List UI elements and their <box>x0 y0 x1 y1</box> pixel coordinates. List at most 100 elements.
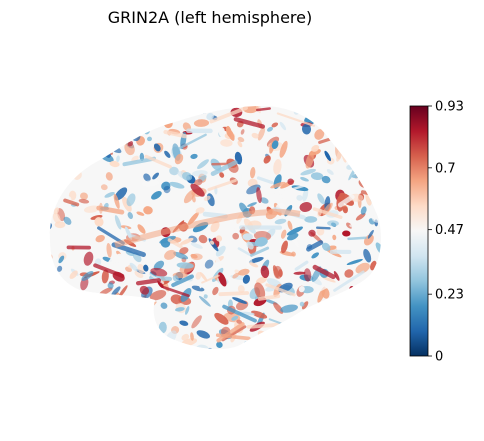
surface-patch <box>191 170 208 177</box>
surface-patch <box>107 253 122 265</box>
surface-patch <box>212 286 219 296</box>
surface-patch <box>287 106 296 109</box>
surface-patch <box>108 294 117 301</box>
surface-patch <box>63 216 72 225</box>
surface-patch <box>363 248 372 263</box>
surface-patch <box>301 301 309 310</box>
surface-patch <box>332 106 344 109</box>
surface-patch <box>347 337 355 347</box>
surface-patch <box>64 166 72 178</box>
surface-patch <box>280 229 287 239</box>
surface-patch <box>66 313 73 319</box>
surface-patch <box>317 286 326 303</box>
surface-patch <box>159 235 176 244</box>
surface-patch <box>57 135 63 140</box>
surface-patch <box>139 285 150 295</box>
surface-patch <box>199 295 211 307</box>
surface-patch <box>355 262 370 274</box>
surface-streak <box>69 312 93 324</box>
surface-patch <box>324 316 334 324</box>
surface-patch <box>121 128 135 140</box>
surface-patch <box>344 269 354 278</box>
surface-streak <box>222 304 257 323</box>
surface-patch <box>215 257 222 269</box>
surface-patch <box>121 323 132 334</box>
surface-patch <box>237 136 245 143</box>
surface-patch <box>75 320 85 330</box>
surface-patch <box>116 301 134 308</box>
surface-patch <box>363 169 372 175</box>
surface-patch <box>256 187 262 204</box>
surface-patch <box>227 129 235 141</box>
surface-patch <box>257 127 266 141</box>
surface-streak <box>348 113 366 123</box>
surface-patch <box>97 322 103 330</box>
surface-streak <box>280 194 297 203</box>
surface-patch <box>215 245 226 257</box>
surface-patch <box>316 227 325 236</box>
surface-patch <box>49 341 51 346</box>
surface-patch <box>152 172 160 180</box>
surface-patch <box>95 234 105 243</box>
surface-patch <box>312 321 317 326</box>
surface-streak <box>63 198 80 207</box>
surface-patch <box>71 334 83 347</box>
surface-patch <box>218 272 227 287</box>
surface-patch <box>377 154 382 165</box>
surface-streak <box>237 247 253 257</box>
surface-patch <box>164 150 171 158</box>
surface-patch <box>314 129 325 140</box>
surface-patch <box>81 124 88 130</box>
surface-patch <box>61 155 70 166</box>
surface-patch <box>300 177 309 182</box>
surface-patch <box>58 255 65 264</box>
surface-patch <box>182 172 193 181</box>
surface-patch <box>49 311 54 316</box>
surface-patch <box>64 296 74 307</box>
surface-patch <box>312 339 326 350</box>
surface-patch <box>370 123 382 134</box>
surface-patch <box>231 315 239 321</box>
surface-streak <box>89 136 107 147</box>
surface-patch <box>174 153 184 165</box>
surface-patch <box>373 106 382 113</box>
surface-patch <box>179 247 189 255</box>
surface-patch <box>263 155 271 164</box>
surface-patch <box>190 183 205 197</box>
surface-patch <box>85 107 95 117</box>
surface-patch <box>304 329 310 334</box>
surface-streak <box>306 240 324 252</box>
surface-streak <box>144 154 172 169</box>
surface-patch <box>49 182 58 192</box>
surface-streak <box>344 343 371 350</box>
surface-patch <box>94 217 104 227</box>
surface-patch <box>172 275 179 282</box>
surface-patch <box>377 202 382 216</box>
surface-patch <box>355 328 362 336</box>
surface-patch <box>54 221 66 229</box>
surface-patch <box>74 111 79 120</box>
surface-patch <box>251 132 259 139</box>
surface-patch <box>338 326 353 332</box>
surface-patch <box>366 179 379 189</box>
surface-patch <box>160 302 168 309</box>
surface-patch <box>180 237 194 245</box>
surface-patch <box>238 268 250 276</box>
surface-patch <box>342 293 354 300</box>
colorbar-ticks: 0 0.23 0.47 0.7 0.93 <box>428 100 464 365</box>
surface-patch <box>153 106 161 113</box>
surface-patch <box>120 306 131 317</box>
surface-patch <box>176 262 194 269</box>
surface-patch <box>194 179 203 186</box>
surface-patch <box>343 131 353 140</box>
surface-patch <box>49 109 57 120</box>
surface-patch <box>332 234 337 241</box>
surface-patch <box>286 233 299 241</box>
surface-streak <box>265 283 296 297</box>
surface-streak <box>320 318 359 324</box>
surface-patch <box>333 271 340 281</box>
surface-patch <box>254 282 266 300</box>
surface-patch <box>84 128 91 141</box>
surface-patch <box>141 179 160 187</box>
surface-patch <box>62 314 71 330</box>
